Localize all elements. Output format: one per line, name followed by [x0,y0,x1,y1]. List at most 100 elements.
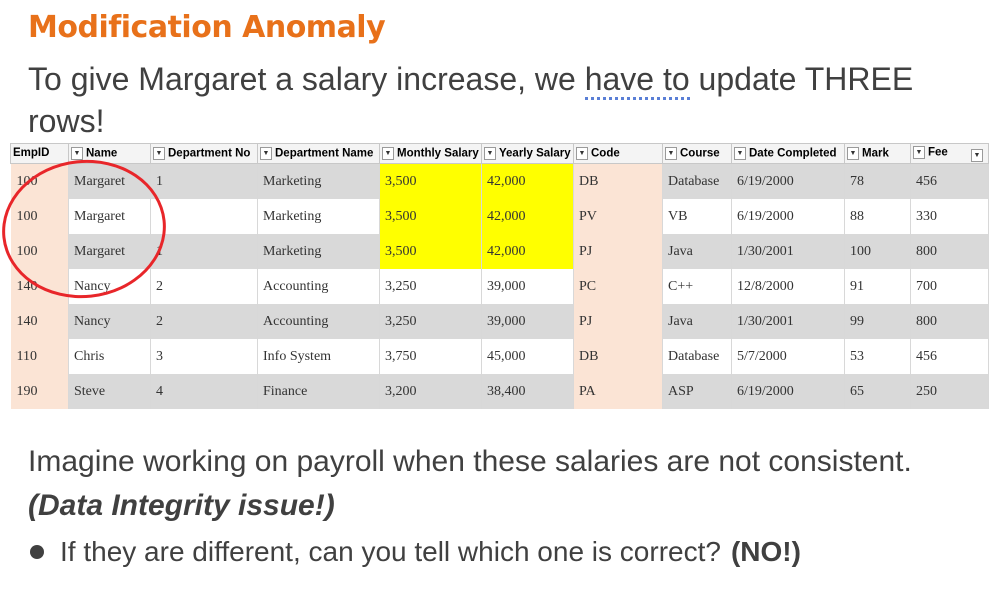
cell-empid[interactable]: 100 [10,163,69,199]
chevron-down-icon[interactable]: ▼ [665,147,677,160]
cell-department-no[interactable] [150,199,258,234]
cell-department-no[interactable]: 1 [150,163,258,199]
cell-date-completed[interactable]: 6/19/2000 [731,163,845,199]
cell-fee[interactable]: 800 [910,234,989,269]
cell-mark[interactable]: 100 [844,234,911,269]
cell-code[interactable]: PC [573,269,663,304]
cell-department-no[interactable]: 1 [150,234,258,269]
chevron-down-icon[interactable]: ▼ [847,147,859,160]
header-name[interactable]: ▼ Name [68,143,151,164]
cell-yearly-salary[interactable]: 42,000 [481,199,574,234]
cell-yearly-salary[interactable]: 39,000 [481,269,574,304]
cell-yearly-salary[interactable]: 38,400 [481,374,574,409]
cell-fee[interactable]: 250 [910,374,989,409]
cell-department-name[interactable]: Marketing [257,199,380,234]
cell-monthly-salary[interactable]: 3,200 [379,374,482,409]
header-department-name[interactable]: ▼ Department Name [257,143,380,164]
cell-name[interactable]: Nancy [68,304,151,339]
cell-name[interactable]: Nancy [68,269,151,304]
cell-date-completed[interactable]: 5/7/2000 [731,339,845,374]
cell-course[interactable]: Java [662,304,732,339]
cell-mark[interactable]: 99 [844,304,911,339]
chevron-down-icon[interactable]: ▼ [484,147,496,160]
header-mark[interactable]: ▼ Mark [844,143,911,164]
cell-department-no[interactable]: 4 [150,374,258,409]
cell-fee[interactable]: 800 [910,304,989,339]
cell-date-completed[interactable]: 1/30/2001 [731,304,845,339]
cell-yearly-salary[interactable]: 42,000 [481,163,574,199]
cell-monthly-salary[interactable]: 3,750 [379,339,482,374]
cell-date-completed[interactable]: 6/19/2000 [731,374,845,409]
chevron-down-icon[interactable]: ▼ [971,148,983,162]
cell-department-no[interactable]: 3 [150,339,258,374]
cell-yearly-salary[interactable]: 42,000 [481,234,574,269]
cell-fee[interactable]: 330 [910,199,989,234]
chevron-down-icon[interactable]: ▼ [260,147,272,160]
cell-name[interactable]: Margaret [68,199,151,234]
cell-course[interactable]: ASP [662,374,732,409]
cell-monthly-salary[interactable]: 3,500 [379,163,482,199]
cell-name[interactable]: Steve [68,374,151,409]
header-fee[interactable]: ▼ Fee ▼ [910,143,989,164]
cell-empid[interactable]: 140 [10,269,69,304]
cell-code[interactable]: DB [573,339,663,374]
cell-fee[interactable]: 456 [910,163,989,199]
cell-course[interactable]: Database [662,163,732,199]
header-department-no[interactable]: ▼ Department No [150,143,258,164]
cell-department-name[interactable]: Accounting [257,269,380,304]
cell-date-completed[interactable]: 6/19/2000 [731,199,845,234]
cell-department-name[interactable]: Marketing [257,163,380,199]
cell-empid[interactable]: 110 [10,339,69,374]
header-course[interactable]: ▼ Course [662,143,732,164]
cell-department-name[interactable]: Accounting [257,304,380,339]
chevron-down-icon[interactable]: ▼ [913,145,925,159]
cell-mark[interactable]: 78 [844,163,911,199]
cell-name[interactable]: Chris [68,339,151,374]
cell-mark[interactable]: 53 [844,339,911,374]
cell-empid[interactable]: 100 [10,234,69,269]
cell-department-name[interactable]: Marketing [257,234,380,269]
cell-course[interactable]: Java [662,234,732,269]
chevron-down-icon[interactable]: ▼ [734,147,746,160]
cell-empid[interactable]: 100 [10,199,69,234]
chevron-down-icon[interactable]: ▼ [153,147,165,160]
chevron-down-icon[interactable]: ▼ [576,147,588,160]
cell-name[interactable]: Margaret [68,163,151,199]
cell-course[interactable]: Database [662,339,732,374]
cell-code[interactable]: PV [573,199,663,234]
cell-name[interactable]: Margaret [68,234,151,269]
cell-mark[interactable]: 65 [844,374,911,409]
cell-monthly-salary[interactable]: 3,250 [379,304,482,339]
cell-monthly-salary[interactable]: 3,500 [379,199,482,234]
cell-code[interactable]: PA [573,374,663,409]
header-empid[interactable]: EmpID [10,143,69,164]
chevron-down-icon[interactable]: ▼ [71,147,83,160]
cell-course[interactable]: C++ [662,269,732,304]
cell-department-no[interactable]: 2 [150,304,258,339]
cell-department-no[interactable]: 2 [150,269,258,304]
employee-table: EmpID ▼ Name ▼ Department No ▼ Department N… [10,143,989,409]
cell-department-name[interactable]: Finance [257,374,380,409]
header-code[interactable]: ▼ Code [573,143,663,164]
header-date-completed[interactable]: ▼ Date Completed [731,143,845,164]
cell-date-completed[interactable]: 12/8/2000 [731,269,845,304]
cell-code[interactable]: PJ [573,234,663,269]
cell-yearly-salary[interactable]: 39,000 [481,304,574,339]
cell-department-name[interactable]: Info System [257,339,380,374]
cell-code[interactable]: PJ [573,304,663,339]
cell-empid[interactable]: 190 [10,374,69,409]
chevron-down-icon[interactable]: ▼ [382,147,394,160]
cell-yearly-salary[interactable]: 45,000 [481,339,574,374]
header-yearly-salary[interactable]: ▼ Yearly Salary [481,143,574,164]
cell-monthly-salary[interactable]: 3,500 [379,234,482,269]
cell-mark[interactable]: 88 [844,199,911,234]
header-monthly-salary[interactable]: ▼ Monthly Salary [379,143,482,164]
cell-fee[interactable]: 700 [910,269,989,304]
cell-date-completed[interactable]: 1/30/2001 [731,234,845,269]
cell-code[interactable]: DB [573,163,663,199]
cell-fee[interactable]: 456 [910,339,989,374]
cell-mark[interactable]: 91 [844,269,911,304]
cell-course[interactable]: VB [662,199,732,234]
cell-empid[interactable]: 140 [10,304,69,339]
cell-monthly-salary[interactable]: 3,250 [379,269,482,304]
